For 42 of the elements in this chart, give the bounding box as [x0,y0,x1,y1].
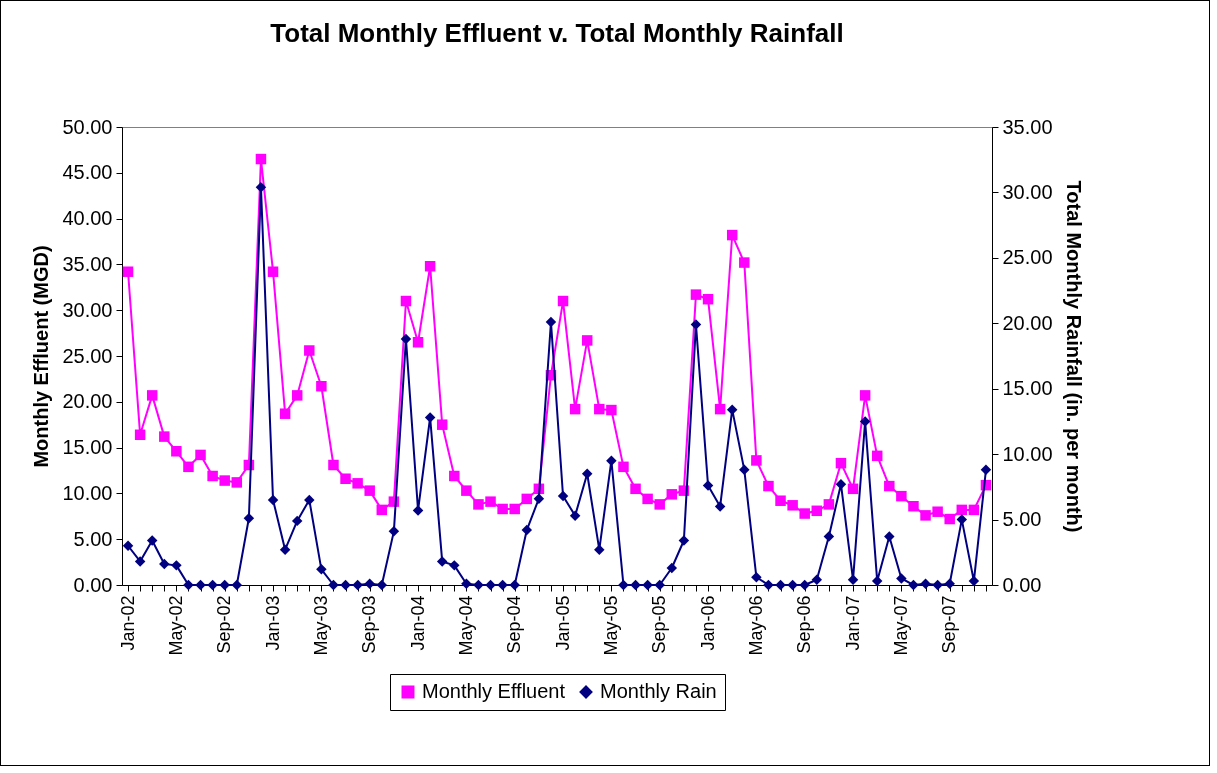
y2-tick-label: 20.00 [1002,311,1053,334]
x-tick-label: May-03 [310,595,331,656]
x-tick-label: Jan-03 [262,595,283,651]
x-tick-label: May-06 [745,595,766,656]
x-tick-label: Sep-03 [359,595,380,654]
y-tick-label: 30.00 [62,298,113,321]
x-tick-label: Jan-06 [697,595,718,651]
y2-tick-label: 25.00 [1002,246,1053,269]
y2-tick-label: 30.00 [1002,180,1053,203]
x-tick-label: Sep-05 [649,595,670,654]
y-tick-label: 20.00 [62,390,113,413]
y-tick-label: 50.00 [62,115,113,138]
y-tick-label: 25.00 [62,344,113,367]
x-tick-label: Jan-07 [842,595,863,651]
legend-label: Monthly Rain [600,680,717,702]
y2-tick-label: 35.00 [1002,115,1053,138]
x-tick-label: May-04 [455,595,476,656]
x-tick-label: Jan-04 [407,595,428,651]
x-tick-label: Jan-02 [117,595,138,651]
x-tick-label: May-02 [165,595,186,656]
y-axis-title: Monthly Effluent (MGD) [30,245,53,468]
y-tick-label: 5.00 [73,527,113,550]
y2-tick-label: 5.00 [1002,508,1042,531]
x-tick-label: Jan-05 [552,595,573,651]
y-tick-label: 15.00 [62,436,113,459]
y-tick-label: 40.00 [62,207,113,230]
y2-tick-label: 10.00 [1002,442,1053,465]
x-tick-label: Sep-07 [939,595,960,654]
x-tick-label: Sep-06 [794,595,815,654]
y-tick-label: 10.00 [62,481,113,504]
chart-title: Total Monthly Effluent v. Total Monthly Rainfall [270,18,844,48]
y2-tick-label: 0.00 [1002,573,1042,596]
y-tick-label: 35.00 [62,252,113,275]
y2-axis-title: Total Monthly Rainfall (in. per month) [1062,180,1085,533]
x-tick-label: Sep-04 [504,595,525,654]
y2-tick-label: 15.00 [1002,377,1053,400]
x-tick-label: May-07 [890,595,911,656]
y-tick-label: 45.00 [62,161,113,184]
x-tick-label: Sep-02 [214,595,235,654]
legend-label: Monthly Effluent [422,680,566,702]
x-tick-label: May-05 [600,595,621,656]
y-tick-label: 0.00 [73,573,113,596]
